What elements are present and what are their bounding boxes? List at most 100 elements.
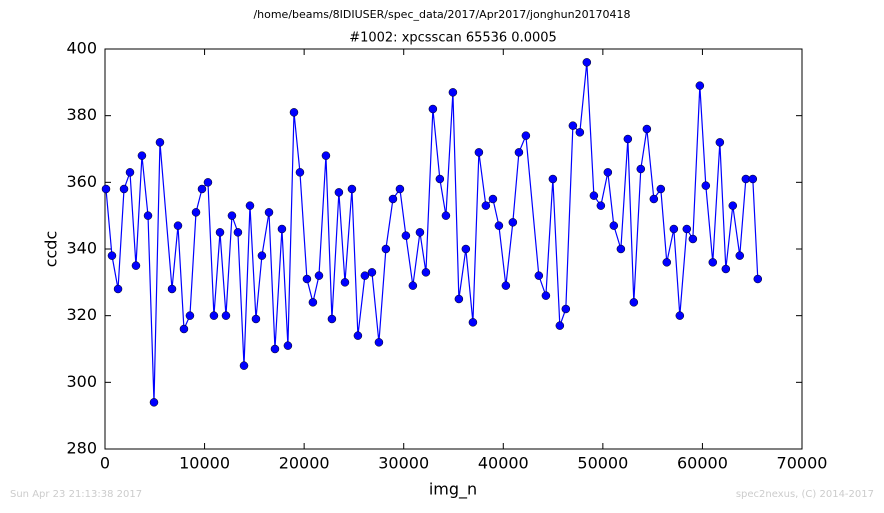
data-point bbox=[283, 341, 293, 350]
y-tick-label: 340 bbox=[66, 239, 97, 258]
data-point bbox=[656, 184, 666, 194]
data-point bbox=[609, 221, 619, 230]
data-point bbox=[143, 211, 153, 220]
data-point bbox=[314, 271, 324, 280]
x-tick-label: 10000 bbox=[179, 454, 230, 473]
y-axis-label: ccdc bbox=[42, 231, 61, 268]
x-tick-label: 60000 bbox=[677, 454, 728, 473]
data-point bbox=[221, 311, 231, 320]
data-point bbox=[179, 324, 189, 334]
data-point bbox=[149, 398, 159, 407]
data-point bbox=[448, 88, 458, 97]
data-point bbox=[669, 224, 679, 234]
data-point bbox=[395, 184, 405, 194]
data-point bbox=[582, 58, 592, 67]
data-point bbox=[197, 184, 207, 194]
file-path: /home/beams/8IDIUSER/spec_data/2017/Apr2… bbox=[253, 8, 630, 21]
data-point bbox=[441, 211, 451, 220]
data-point bbox=[642, 124, 652, 134]
data-point bbox=[308, 298, 318, 307]
data-point bbox=[239, 361, 249, 370]
x-tick-label: 50000 bbox=[577, 454, 628, 473]
data-point bbox=[623, 134, 633, 144]
data-point bbox=[753, 274, 763, 284]
data-point bbox=[251, 314, 261, 324]
data-point bbox=[561, 304, 571, 314]
data-point bbox=[347, 184, 357, 194]
chart-title: #1002: xpcsscan 65536 0.0005 bbox=[349, 31, 557, 46]
footer-credit: spec2nexus, (C) 2014-2017 bbox=[736, 489, 874, 500]
data-point bbox=[454, 294, 464, 304]
data-point bbox=[353, 331, 363, 340]
data-point bbox=[603, 168, 613, 177]
x-tick-label: 30000 bbox=[378, 454, 429, 473]
y-tick-label: 320 bbox=[66, 305, 97, 324]
data-point bbox=[233, 228, 243, 237]
data-point bbox=[568, 121, 578, 130]
data-point bbox=[636, 164, 646, 174]
data-point bbox=[101, 184, 111, 194]
data-point bbox=[203, 178, 213, 187]
data-point bbox=[408, 281, 418, 290]
data-point bbox=[474, 148, 484, 157]
data-point bbox=[173, 221, 183, 230]
data-point bbox=[715, 138, 725, 147]
data-point bbox=[107, 251, 117, 260]
data-point bbox=[596, 201, 606, 210]
data-point bbox=[721, 264, 731, 274]
data-point bbox=[675, 311, 685, 320]
data-point bbox=[521, 131, 531, 140]
data-point bbox=[381, 244, 391, 254]
x-axis-label: img_n bbox=[429, 480, 477, 500]
data-point bbox=[155, 138, 165, 147]
data-point bbox=[468, 318, 478, 327]
data-point bbox=[295, 168, 305, 177]
data-point bbox=[541, 291, 551, 300]
data-point bbox=[548, 174, 558, 184]
data-point bbox=[428, 104, 438, 114]
data-point bbox=[735, 251, 745, 260]
data-point bbox=[360, 271, 370, 280]
data-point bbox=[688, 234, 698, 244]
data-point bbox=[649, 194, 659, 204]
data-point bbox=[629, 298, 639, 307]
data-point bbox=[501, 281, 511, 290]
data-point bbox=[435, 174, 445, 184]
data-point bbox=[245, 201, 255, 210]
data-point bbox=[616, 244, 626, 254]
data-point bbox=[728, 201, 738, 210]
data-point bbox=[508, 218, 518, 227]
data-point bbox=[708, 258, 718, 267]
data-point bbox=[113, 284, 123, 294]
data-point bbox=[131, 261, 141, 270]
data-point bbox=[321, 151, 331, 160]
data-point bbox=[270, 344, 280, 354]
data-point bbox=[367, 268, 377, 277]
data-point bbox=[185, 311, 195, 320]
data-point bbox=[289, 108, 299, 117]
data-point bbox=[388, 194, 398, 204]
data-point bbox=[340, 278, 350, 287]
footer-date: Sun Apr 23 21:13:38 2017 bbox=[10, 489, 142, 500]
data-point bbox=[302, 274, 312, 284]
data-point bbox=[494, 221, 504, 230]
data-point bbox=[575, 128, 585, 137]
data-point bbox=[748, 174, 758, 184]
data-point bbox=[119, 184, 129, 194]
data-point bbox=[695, 81, 705, 90]
y-tick-label: 360 bbox=[66, 172, 97, 191]
data-point bbox=[257, 251, 267, 260]
data-point bbox=[662, 258, 672, 267]
y-tick-label: 380 bbox=[66, 105, 97, 124]
x-tick-label: 0 bbox=[100, 454, 110, 473]
data-point bbox=[277, 224, 287, 234]
y-tick-label: 300 bbox=[66, 372, 97, 391]
data-point bbox=[327, 314, 337, 324]
data-point bbox=[701, 181, 711, 190]
data-point bbox=[488, 194, 498, 204]
data-point bbox=[137, 151, 147, 160]
data-point bbox=[421, 268, 431, 277]
data-point bbox=[334, 188, 344, 197]
x-tick-label: 40000 bbox=[478, 454, 529, 473]
data-point bbox=[215, 228, 225, 237]
